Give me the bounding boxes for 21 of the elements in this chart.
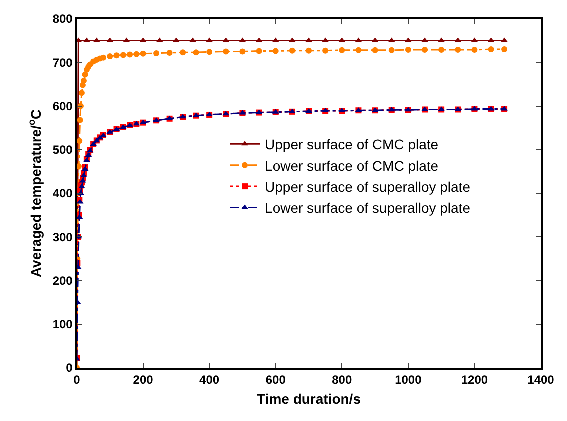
legend-label: Lower surface of superalloy plate (265, 200, 471, 216)
legend-label: Upper surface of CMC plate (265, 136, 439, 153)
y-tick-label: 700 (52, 56, 74, 70)
x-tick-label: 200 (133, 373, 154, 388)
x-tick-label: 600 (266, 373, 286, 388)
y-tick-label: 600 (52, 99, 74, 114)
x-tick-label: 1400 (528, 373, 555, 388)
y-tick-label: 400 (52, 186, 74, 201)
x-tick-label: 1000 (395, 373, 422, 388)
x-tick-label: 400 (200, 373, 220, 388)
y-tick-label: 500 (52, 143, 74, 158)
x-tick-label: 1200 (461, 373, 488, 388)
y-tick-label: 300 (52, 230, 74, 244)
legend-label: Lower surface of CMC plate (265, 158, 439, 174)
y-tick-label: 0 (66, 361, 74, 376)
y-tick-label: 800 (52, 12, 74, 26)
x-axis-title: Time duration/s (257, 390, 362, 407)
y-tick-label: 100 (52, 318, 74, 332)
legend-label: Upper surface of superalloy plate (265, 179, 471, 196)
y-tick-label: 200 (52, 274, 74, 288)
x-tick-label: 800 (332, 373, 352, 388)
